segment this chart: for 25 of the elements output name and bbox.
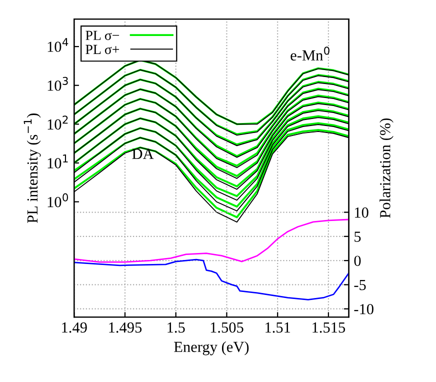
y2-tick-label: 10 (355, 207, 368, 218)
legend-label: PL σ− (86, 30, 120, 40)
y2-tick-label: -5 (354, 280, 366, 290)
y2-tick-label: 5 (354, 232, 361, 242)
annotation: e-Mn$^{0}$ (290, 46, 330, 61)
y2-tick-label: -10 (354, 304, 374, 314)
y-tick-label: 10$^{3}$ (48, 76, 68, 91)
line-series (74, 218, 349, 263)
x-tick-label: 1.505 (210, 322, 244, 333)
annotation: DA (132, 148, 154, 159)
line-series (74, 258, 349, 300)
x-axis-title: Energy (eV) (174, 341, 249, 356)
y-tick-label: 10$^{0}$ (48, 193, 68, 208)
x-tick-label: 1.515 (312, 322, 346, 333)
y-tick-label: 10$^{4}$ (48, 38, 68, 52)
x-tick-label: 1.51 (266, 322, 290, 333)
y-tick-label: 10$^{1}$ (48, 154, 68, 168)
legend-label: PL σ+ (86, 44, 120, 54)
x-tick-label: 1.49 (62, 322, 87, 333)
x-tick-label: 1.495 (109, 322, 142, 333)
y2-tick-label: 0 (354, 256, 361, 266)
y2-axis-title: Polarization (%) (380, 118, 394, 218)
y-axis-title: PL intensity (s$^{−1}$) (24, 114, 41, 223)
y-tick-label: 10$^{2}$ (48, 116, 68, 130)
x-tick-label: 1.5 (168, 322, 185, 333)
